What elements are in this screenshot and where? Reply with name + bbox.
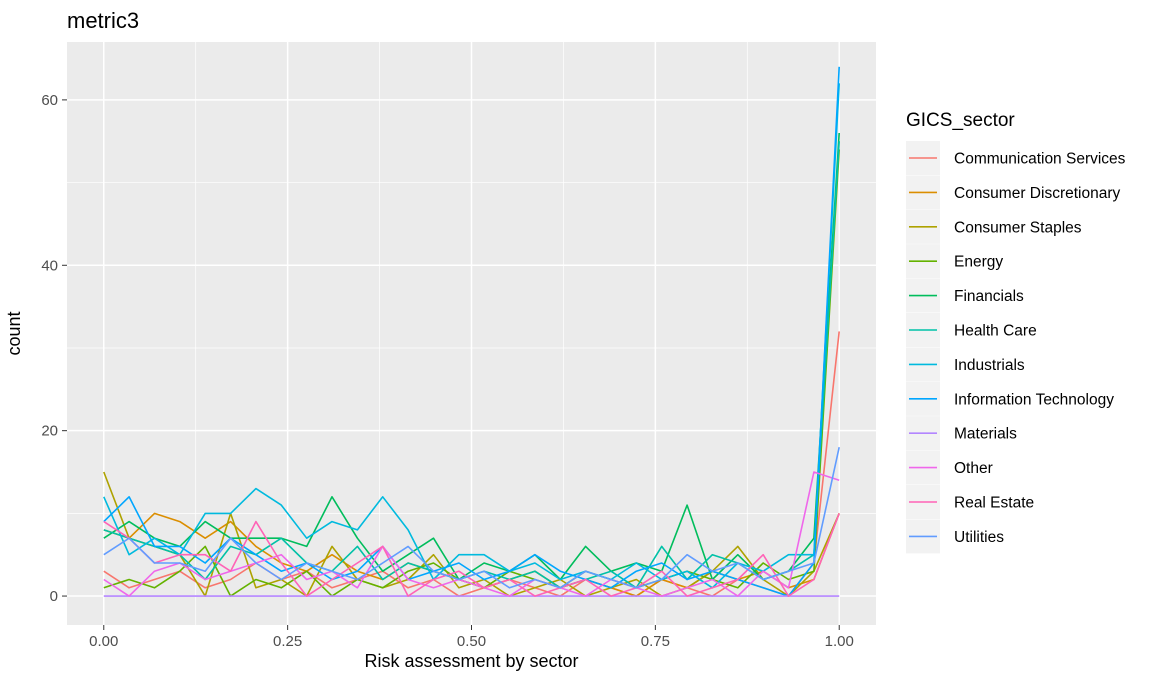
legend-label: Real Estate	[954, 495, 1034, 512]
legend-label: Financials	[954, 288, 1024, 305]
legend-label: Energy	[954, 254, 1003, 271]
y-tick-label: 0	[50, 588, 58, 605]
legend-label: Communication Services	[954, 151, 1126, 168]
legend-title: GICS_sector	[906, 110, 1015, 131]
y-tick-label: 40	[41, 257, 58, 274]
y-tick-label: 20	[41, 423, 58, 440]
series-line-information-technology	[103, 66, 840, 597]
x-axis-title: Risk assessment by sector	[364, 651, 578, 671]
series-line-real-estate	[103, 513, 840, 597]
x-tick-label: 0.25	[273, 633, 302, 650]
series-lines	[103, 66, 840, 597]
legend-label: Health Care	[954, 323, 1037, 340]
x-axis-ticks: 0.00 0.25 0.50 0.75 1.00	[89, 625, 854, 650]
x-tick-label: 0.00	[89, 633, 118, 650]
y-axis-ticks: 0 20 40 60	[41, 92, 67, 605]
legend-label: Other	[954, 460, 993, 477]
legend-label: Consumer Staples	[954, 219, 1082, 236]
x-tick-label: 0.75	[641, 633, 670, 650]
legend-label: Utilities	[954, 529, 1004, 546]
x-tick-label: 0.50	[457, 633, 486, 650]
series-line-utilities	[103, 447, 840, 589]
legend-label: Consumer Discretionary	[954, 185, 1120, 202]
x-tick-label: 1.00	[825, 633, 854, 650]
chart-title: metric3	[67, 8, 139, 33]
y-axis-title: count	[4, 311, 24, 355]
legend-label: Information Technology	[954, 391, 1114, 408]
major-gridlines	[67, 42, 876, 625]
legend-items: Communication Services Consumer Discretio…	[906, 141, 1126, 554]
legend: GICS_sector Communication Services Consum…	[906, 110, 1126, 554]
series-line-communication-services	[103, 331, 840, 597]
y-tick-label: 60	[41, 92, 58, 109]
legend-label: Industrials	[954, 357, 1025, 374]
series-line-industrials	[103, 83, 840, 589]
legend-label: Materials	[954, 426, 1017, 443]
series-line-other	[103, 471, 840, 597]
